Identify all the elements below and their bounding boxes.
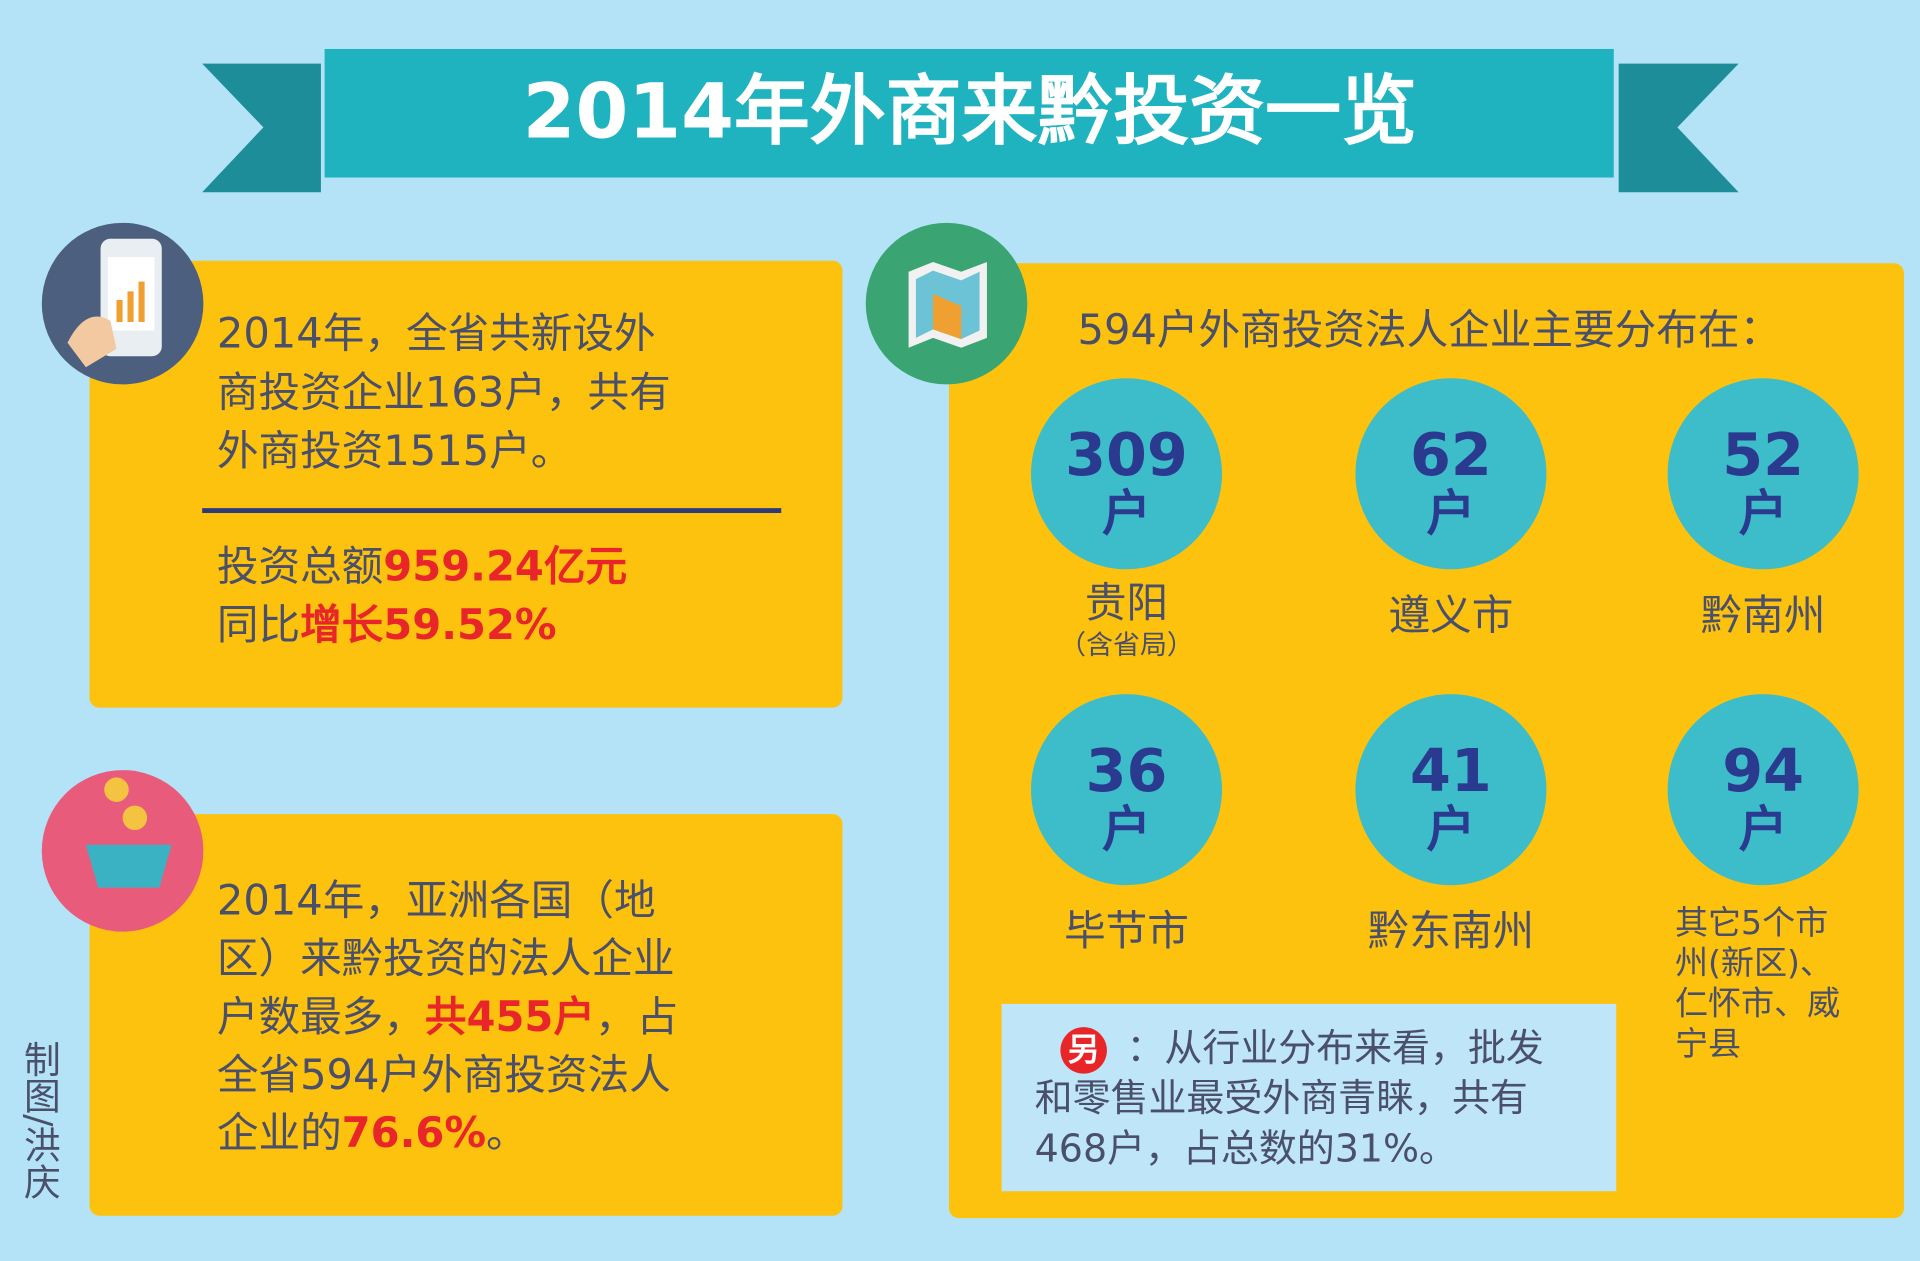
text-segment: 户数最多， <box>217 992 425 1041</box>
text-segment: 区）来黔投资的法人企业 <box>217 934 675 983</box>
piggy-icon <box>41 770 204 932</box>
text-line: 2014年，亚洲各国（地 <box>217 876 656 925</box>
map-icon <box>865 222 1028 385</box>
region-unit: 户 <box>1102 485 1151 542</box>
text-line: 商投资企业163户，共有 <box>217 367 671 416</box>
panel-heading: 594户外商投资法人企业主要分布在： <box>1078 305 1782 354</box>
text-segment: 企业的 <box>217 1108 342 1157</box>
note-line: 和零售业最受外商青睐，共有 <box>1035 1076 1528 1120</box>
region-name: 其它5个市 <box>1675 903 1828 942</box>
region-note: （含省局） <box>1059 630 1194 661</box>
text-line: 投资总额959.24亿元 <box>217 541 627 590</box>
note-badge <box>1060 1027 1107 1074</box>
note-box <box>1001 1003 1617 1192</box>
credit: 制图/洪庆 <box>17 1041 60 1200</box>
region-name: 遵义市 <box>1389 590 1514 639</box>
region-count: 62 <box>1410 420 1492 489</box>
text-line: 户数最多，共455户，占 <box>217 992 678 1041</box>
region-unit: 户 <box>1102 801 1151 858</box>
phone-icon <box>41 222 204 385</box>
note-line: 468户，占总数的31%。 <box>1035 1126 1457 1170</box>
region-count: 36 <box>1086 736 1168 805</box>
region-name: 州(新区)、 <box>1675 943 1833 982</box>
text-line: 全省594户外商投资法人 <box>217 1050 671 1099</box>
note-badge-text: 另 <box>1068 1031 1100 1069</box>
ribbon-right <box>1618 63 1739 193</box>
text-line: 2014年，全省共新设外 <box>217 309 656 358</box>
region-circle <box>1667 378 1859 570</box>
text-segment: 商投资企业163户，共有 <box>217 367 671 416</box>
ribbon-band <box>324 48 1614 178</box>
region-unit: 户 <box>1426 801 1475 858</box>
region-name: 仁怀市、威 <box>1675 984 1840 1023</box>
region-circle <box>1355 694 1547 886</box>
region-circle <box>1031 378 1222 570</box>
text-segment: 投资总额 <box>217 541 383 590</box>
highlight: 959.24亿元 <box>383 541 627 590</box>
region-count: 309 <box>1065 420 1188 489</box>
region-name: 宁县 <box>1675 1024 1741 1063</box>
region-unit: 户 <box>1739 485 1788 542</box>
highlight: 76.6% <box>342 1108 486 1157</box>
region-unit: 户 <box>1426 485 1475 542</box>
text-segment: 2014年，亚洲各国（地 <box>217 876 656 925</box>
text-line: 同比增长59.52% <box>217 600 557 649</box>
text-segment: 同比 <box>217 600 300 649</box>
text-line: 区）来黔投资的法人企业 <box>217 934 675 983</box>
region-unit: 户 <box>1739 801 1788 858</box>
region-circle <box>1031 694 1222 886</box>
text-segment: ，占 <box>595 992 678 1041</box>
text-segment: 外商投资1515户。 <box>217 426 573 475</box>
region-count: 52 <box>1722 420 1804 489</box>
text-segment: 全省594户外商投资法人 <box>217 1050 671 1099</box>
region-name: 毕节市 <box>1064 906 1189 955</box>
highlight: 共455户 <box>425 992 595 1041</box>
region-name: 黔东南州 <box>1368 906 1534 955</box>
region-circle <box>1667 694 1859 886</box>
region-count: 41 <box>1410 736 1492 805</box>
text-line: 外商投资1515户。 <box>217 426 573 475</box>
ribbon-left <box>202 63 321 193</box>
panel <box>89 260 843 708</box>
region-circle <box>1355 378 1547 570</box>
text-line: 企业的76.6%。 <box>217 1108 528 1157</box>
text-segment: 。 <box>486 1108 528 1157</box>
title: 2014年外商来黔投资一览 <box>523 67 1417 155</box>
text-segment: 2014年，全省共新设外 <box>217 309 656 358</box>
region-name: 黔南州 <box>1701 590 1826 639</box>
note-line: ：从行业分布来看，批发 <box>1127 1026 1544 1070</box>
panel <box>89 814 843 1216</box>
region-name: 贵阳 <box>1085 578 1168 627</box>
region-count: 94 <box>1722 736 1804 805</box>
highlight: 增长59.52% <box>300 600 557 649</box>
